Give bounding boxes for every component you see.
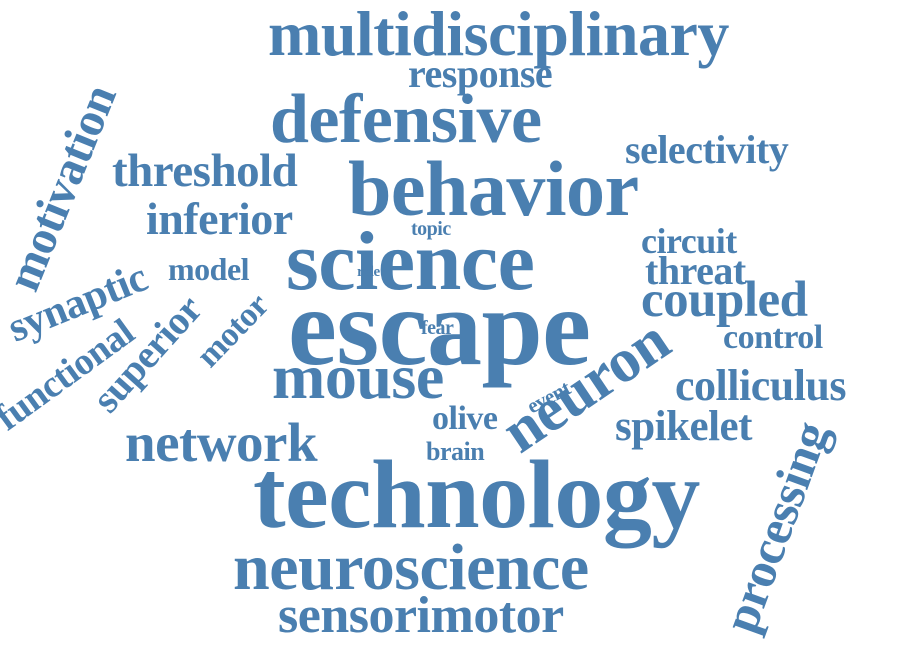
word-mouse: mouse: [272, 345, 444, 409]
word-sensorimotor: sensorimotor: [278, 590, 564, 642]
word-model: model: [168, 253, 249, 285]
word-olive: olive: [432, 402, 497, 436]
word-fear: fear: [421, 318, 453, 338]
word-inferior: inferior: [146, 196, 293, 242]
word-colliculus: colliculus: [675, 364, 846, 408]
word-technology: technology: [253, 446, 700, 544]
word-selectivity: selectivity: [625, 130, 788, 170]
word-threshold: threshold: [112, 148, 297, 195]
word-motivation: motivation: [0, 79, 125, 298]
word-motor: motor: [191, 288, 275, 374]
word-control: control: [723, 321, 823, 355]
